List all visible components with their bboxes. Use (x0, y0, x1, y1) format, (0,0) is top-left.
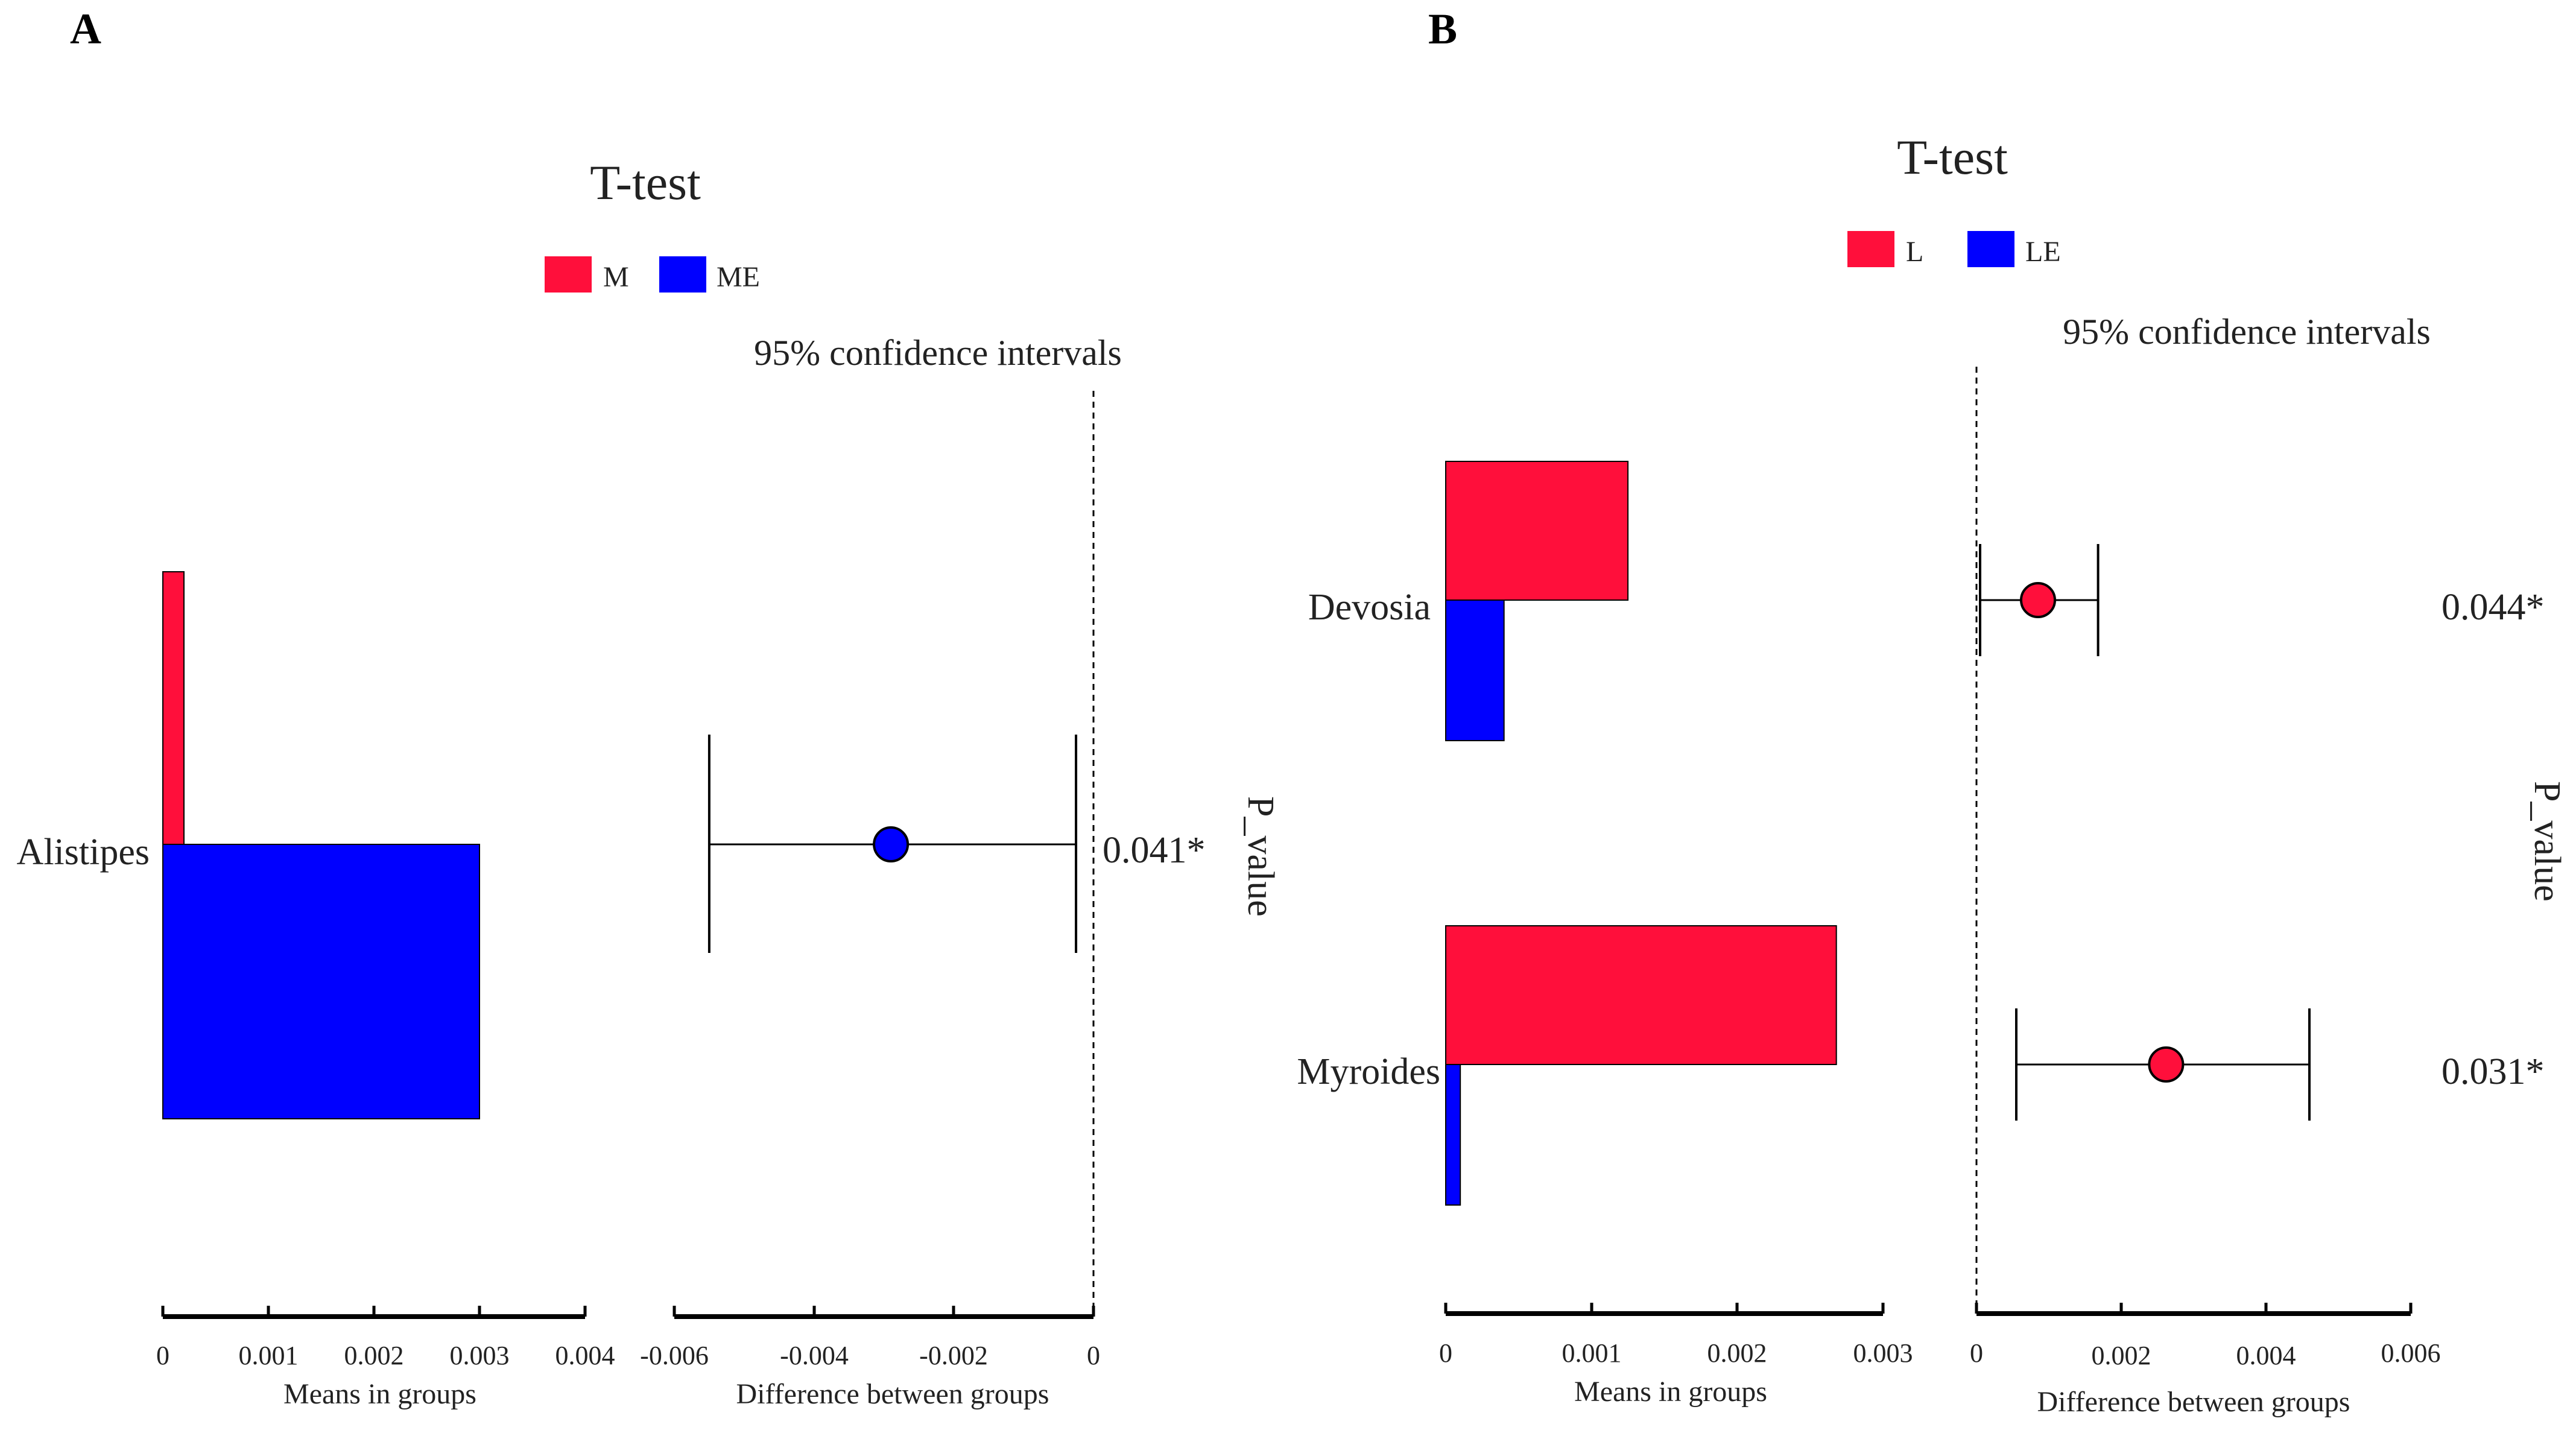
means-tick-label: 0.003 (1853, 1338, 1913, 1368)
panel-b-legend: L LE (1847, 231, 2061, 268)
ci-point-devosia (2020, 582, 2056, 618)
diff-tick-label: 0 (1087, 1341, 1100, 1370)
diff-tick-label: -0.002 (919, 1341, 988, 1370)
means-tick-label: 0 (1439, 1338, 1452, 1368)
panel-b-ci-label: 95% confidence intervals (2063, 312, 2431, 352)
ci-point-alistipes (873, 826, 910, 862)
panel-a-letter: A (70, 5, 101, 53)
panel-a-title: T-test (590, 155, 701, 210)
diff-tick-label: 0.002 (2092, 1341, 2151, 1370)
panel-a-diff: -0.006 -0.004 -0.002 0 Difference betwee… (640, 391, 1100, 1410)
category-label-myroides: Myroides (1297, 1051, 1440, 1092)
panel-a-means-axis: 0 0.001 0.002 0.003 0.004 Means in group… (156, 1306, 615, 1410)
p-value-devosia: 0.044* (2442, 587, 2545, 628)
bar-alistipes-m (162, 571, 185, 845)
means-tick-label: 0.002 (1707, 1338, 1767, 1368)
diff-tick-label: 0.006 (2381, 1338, 2441, 1368)
legend-label-le: LE (2025, 236, 2061, 268)
legend-label-l: L (1906, 236, 1923, 268)
means-tick-label: 0.001 (1562, 1338, 1622, 1368)
panel-b-p-value-label: P_value (2527, 781, 2568, 902)
bar-myroides-l (1445, 925, 1837, 1065)
means-tick-label: 0.003 (450, 1341, 510, 1370)
category-label-devosia: Devosia (1308, 587, 1431, 628)
panel-b-title: T-test (1897, 130, 2008, 185)
ci-point-myroides (2148, 1046, 2185, 1083)
panel-a-p-value-label: P_value (1240, 796, 1281, 917)
means-tick-label: 0 (156, 1341, 169, 1370)
bar-myroides-le (1445, 1064, 1461, 1206)
panel-b-bars (1445, 461, 1837, 1206)
panel-a-legend: M ME (545, 256, 760, 293)
panel-b-diff: 0 0.002 0.004 0.006 Difference between g… (1970, 367, 2441, 1418)
bar-devosia-le (1445, 599, 1505, 741)
p-value-alistipes: 0.041* (1103, 830, 1206, 871)
legend-swatch-m (545, 256, 592, 293)
diff-tick-label: -0.004 (780, 1341, 849, 1370)
bar-devosia-l (1445, 461, 1629, 601)
panel-b-letter: B (1428, 5, 1457, 53)
means-tick-label: 0.002 (344, 1341, 404, 1370)
p-value-myroides: 0.031* (2442, 1051, 2545, 1092)
panel-a-bars (162, 571, 480, 1119)
means-tick-label: 0.004 (555, 1341, 615, 1370)
means-tick-label: 0.001 (239, 1341, 299, 1370)
diff-tick-label: 0.004 (2236, 1341, 2296, 1370)
panel-b-means-axis: 0 0.001 0.002 0.003 Means in groups (1439, 1303, 1913, 1408)
diff-tick-label: -0.006 (640, 1341, 709, 1370)
legend-swatch-le (1967, 231, 2014, 267)
panel-b: B T-test L LE 95% confidence intervals D… (1297, 5, 2568, 1418)
diff-axis-label: Difference between groups (736, 1378, 1049, 1410)
legend-swatch-l (1847, 231, 1894, 267)
category-label-alistipes: Alistipes (17, 832, 150, 873)
diff-axis-label: Difference between groups (2037, 1386, 2350, 1418)
bar-alistipes-me (162, 844, 480, 1119)
panel-a: A T-test M ME 95% confidence intervals A… (17, 5, 1281, 1410)
panel-a-ci-label: 95% confidence intervals (754, 333, 1122, 373)
legend-label-m: M (603, 261, 629, 293)
legend-label-me: ME (717, 261, 760, 293)
means-axis-label: Means in groups (283, 1378, 476, 1410)
means-axis-label: Means in groups (1574, 1376, 1767, 1408)
diff-tick-label: 0 (1970, 1338, 1983, 1368)
legend-swatch-me (659, 256, 706, 293)
